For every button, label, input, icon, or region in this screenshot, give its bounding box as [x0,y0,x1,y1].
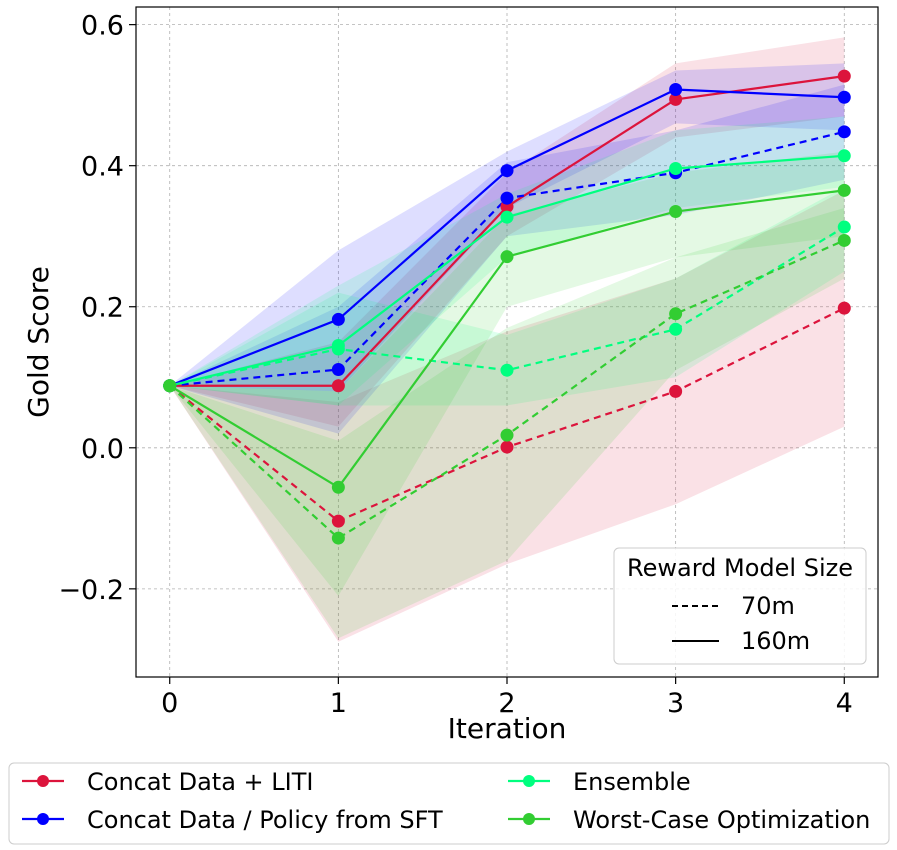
point-ensemble-70m [669,322,683,336]
y-tick-label: 0.0 [81,434,124,465]
size-legend-title: Reward Model Size [627,554,853,582]
band-concat-data-policy-from-sft-160m [169,63,845,392]
point-concat-data-liti-160m [837,69,851,83]
method-legend: Concat Data + LITI Concat Data / Policy … [8,762,890,845]
y-tick-label: 0.6 [81,11,124,42]
legend-swatch-marker-concat-liti [37,775,49,787]
point-ensemble-160m [331,339,345,353]
method-legend-entry-concat-liti: Concat Data + LITI [22,768,313,796]
point-concat-data-liti-70m [331,514,345,528]
series-markers [163,69,851,545]
legend-label-ensemble: Ensemble [573,768,691,796]
band-concat-data-liti-160m [169,37,845,427]
point-concat-data-policy-from-sft-70m [500,191,514,205]
size-legend-label-70m: 70m [741,592,795,620]
point-ensemble-70m [837,220,851,234]
legend-label-concat-sft: Concat Data / Policy from SFT [87,806,443,834]
point-concat-data-liti-70m [837,301,851,315]
point-worst-case-optimization-70m [669,307,683,321]
point-worst-case-optimization-160m [163,379,177,393]
point-concat-data-liti-70m [500,440,514,454]
method-legend-entry-ensemble: Ensemble [508,768,691,796]
method-legend-entry-worst-case: Worst-Case Optimization [508,806,870,834]
point-concat-data-policy-from-sft-160m [500,164,514,178]
size-legend-label-160m: 160m [741,627,810,655]
point-concat-data-liti-70m [669,384,683,398]
band-concat-data-liti-70m [169,190,845,642]
point-worst-case-optimization-160m [331,480,345,494]
point-worst-case-optimization-70m [837,233,851,247]
band-ensemble-160m [169,116,845,406]
point-concat-data-policy-from-sft-160m [669,83,683,97]
point-concat-data-policy-from-sft-70m [837,125,851,139]
x-tick-label: 2 [498,688,515,719]
legend-label-worst-case: Worst-Case Optimization [573,806,870,834]
point-concat-data-policy-from-sft-160m [837,90,851,104]
method-legend-entry-concat-sft: Concat Data / Policy from SFT [22,806,443,834]
x-tick-label: 0 [161,688,178,719]
point-worst-case-optimization-70m [331,531,345,545]
legend-label-concat-liti: Concat Data + LITI [87,768,313,796]
point-ensemble-160m [837,149,851,163]
point-ensemble-70m [500,363,514,377]
y-tick-label: 0.4 [81,152,124,183]
y-axis-title: Gold Score [22,266,55,418]
x-tick-label: 1 [330,688,347,719]
point-worst-case-optimization-70m [500,428,514,442]
axis-ticks: 0 1 2 3 4 −0.2 0.0 0.2 0.4 0.6 [58,11,852,719]
point-worst-case-optimization-160m [669,205,683,219]
point-ensemble-160m [669,162,683,176]
method-legend-box [8,762,890,845]
legend-swatch-marker-worst-case [523,813,535,825]
point-concat-data-policy-from-sft-160m [331,312,345,326]
point-concat-data-liti-160m [331,379,345,393]
point-concat-data-liti-160m [669,92,683,106]
legend-swatch-marker-concat-sft [37,813,49,825]
x-tick-label: 3 [667,688,684,719]
x-tick-label: 4 [836,688,853,719]
point-ensemble-160m [500,210,514,224]
y-tick-label: 0.2 [81,293,124,324]
size-legend: Reward Model Size 70m 160m [613,547,867,665]
point-concat-data-policy-from-sft-70m [331,363,345,377]
y-tick-label: −0.2 [58,575,124,606]
x-axis-title: Iteration [448,712,567,745]
legend-swatch-marker-ensemble [523,775,535,787]
point-worst-case-optimization-160m [500,250,514,264]
size-legend-box [613,547,867,665]
point-worst-case-optimization-160m [837,183,851,197]
